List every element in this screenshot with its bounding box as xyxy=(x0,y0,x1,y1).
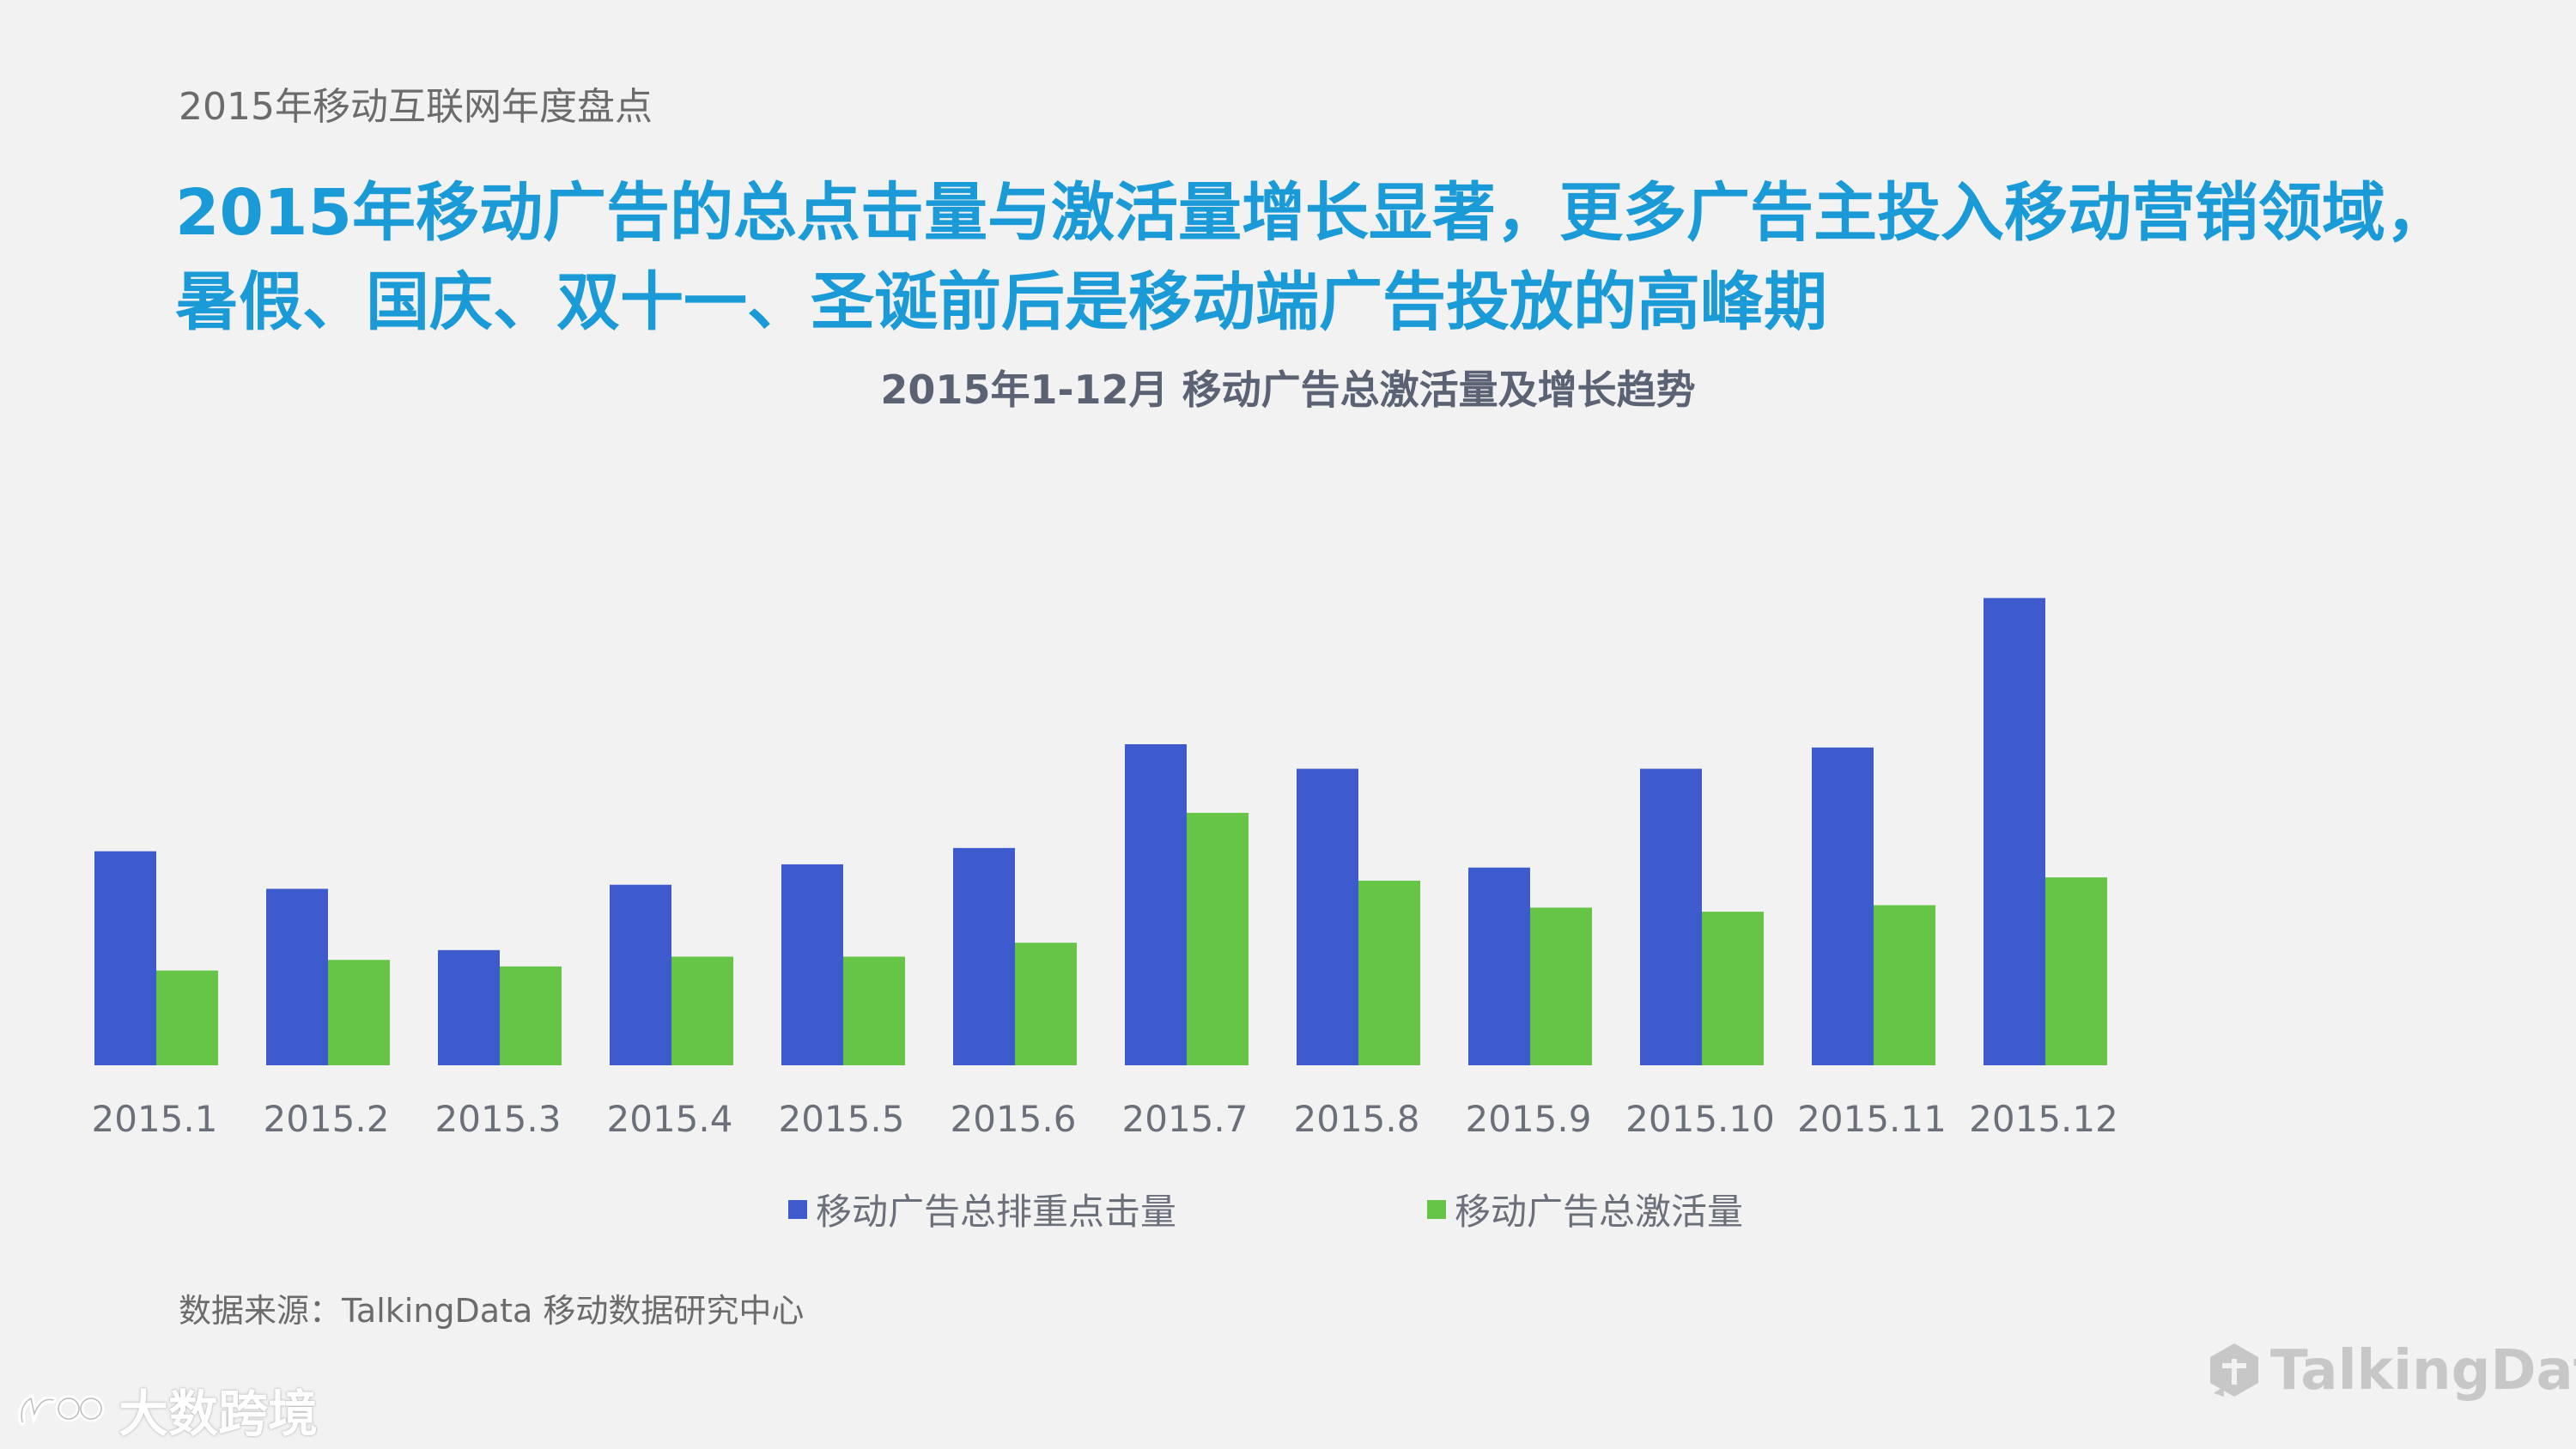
legend-swatch-activations xyxy=(1427,1199,1446,1219)
bar-clicks-2015.11 xyxy=(1812,747,1874,1065)
bar-activations-2015.11 xyxy=(1874,905,1935,1065)
x-tick-label: 2015.5 xyxy=(779,1098,905,1140)
x-tick-label: 2015.1 xyxy=(92,1098,218,1140)
bar-activations-2015.5 xyxy=(843,956,905,1065)
legend-swatch-clicks xyxy=(788,1199,807,1219)
bar-clicks-2015.12 xyxy=(1984,597,2045,1065)
bar-clicks-2015.4 xyxy=(610,884,671,1065)
legend-label-activations: 移动广告总激活量 xyxy=(1455,1191,1744,1233)
bar-activations-2015.10 xyxy=(1702,912,1764,1065)
bar-activations-2015.3 xyxy=(500,966,562,1065)
bar-activations-2015.12 xyxy=(2045,877,2107,1065)
x-tick-label: 2015.8 xyxy=(1294,1098,1420,1140)
bar-clicks-2015.7 xyxy=(1125,743,1187,1065)
headline: 2015年移动广告的总点击量与激活量增长显著，更多广告主投入移动营销领域， 暑假… xyxy=(175,168,2545,347)
x-tick-label: 2015.11 xyxy=(1797,1098,1947,1140)
bar-clicks-2015.5 xyxy=(781,864,843,1065)
headline-line-1: 2015年移动广告的总点击量与激活量增长显著，更多广告主投入移动营销领域， xyxy=(175,176,2449,250)
x-tick-label: 2015.12 xyxy=(1969,1098,2118,1140)
bar-clicks-2015.9 xyxy=(1468,867,1530,1065)
headline-line-2: 暑假、国庆、双十一、圣诞前后是移动端广告投放的高峰期 xyxy=(175,265,1827,339)
bar-activations-2015.1 xyxy=(156,970,218,1065)
legend-item-clicks: 移动广告总排重点击量 xyxy=(788,1183,1176,1235)
bar-activations-2015.2 xyxy=(328,960,390,1065)
bar-activations-2015.8 xyxy=(1358,880,1420,1065)
chart-title: 2015年1-12月 移动广告总激活量及增长趋势 xyxy=(880,367,1696,413)
bar-clicks-2015.10 xyxy=(1640,768,1702,1065)
talkingdata-logo-icon xyxy=(2210,1343,2258,1397)
bar-activations-2015.7 xyxy=(1187,812,1249,1065)
bar-activations-2015.4 xyxy=(671,956,733,1065)
bar-activations-2015.6 xyxy=(1015,943,1077,1065)
x-tick-label: 2015.3 xyxy=(435,1098,562,1140)
data-source: 数据来源：TalkingData 移动数据研究中心 xyxy=(179,1292,805,1330)
bar-clicks-2015.6 xyxy=(953,847,1015,1065)
bar-clicks-2015.1 xyxy=(94,851,156,1065)
bar-clicks-2015.2 xyxy=(266,888,328,1065)
watermark-left-text: 大数跨境 xyxy=(118,1385,319,1443)
x-tick-label: 2015.10 xyxy=(1625,1098,1775,1140)
bar-clicks-2015.8 xyxy=(1297,768,1358,1065)
x-tick-label: 2015.9 xyxy=(1466,1098,1592,1140)
x-tick-label: 2015.7 xyxy=(1122,1098,1249,1140)
bar-clicks-2015.3 xyxy=(438,949,500,1065)
x-tick-label: 2015.4 xyxy=(607,1098,733,1140)
legend-item-activations: 移动广告总激活量 xyxy=(1427,1183,1743,1235)
watermark-right-text: TalkingData xyxy=(2270,1339,2576,1403)
report-label: 2015年移动互联网年度盘点 xyxy=(179,85,653,129)
x-tick-label: 2015.6 xyxy=(951,1098,1077,1140)
watermark-talkingdata: TalkingData xyxy=(2205,1339,2576,1403)
x-tick-label: 2015.2 xyxy=(264,1098,390,1140)
bar-activations-2015.9 xyxy=(1530,907,1592,1065)
dashujujing-logo-icon xyxy=(18,1392,105,1426)
watermark-dashujujing: 大数跨境 xyxy=(15,1373,318,1446)
legend-label-clicks: 移动广告总排重点击量 xyxy=(816,1191,1177,1233)
